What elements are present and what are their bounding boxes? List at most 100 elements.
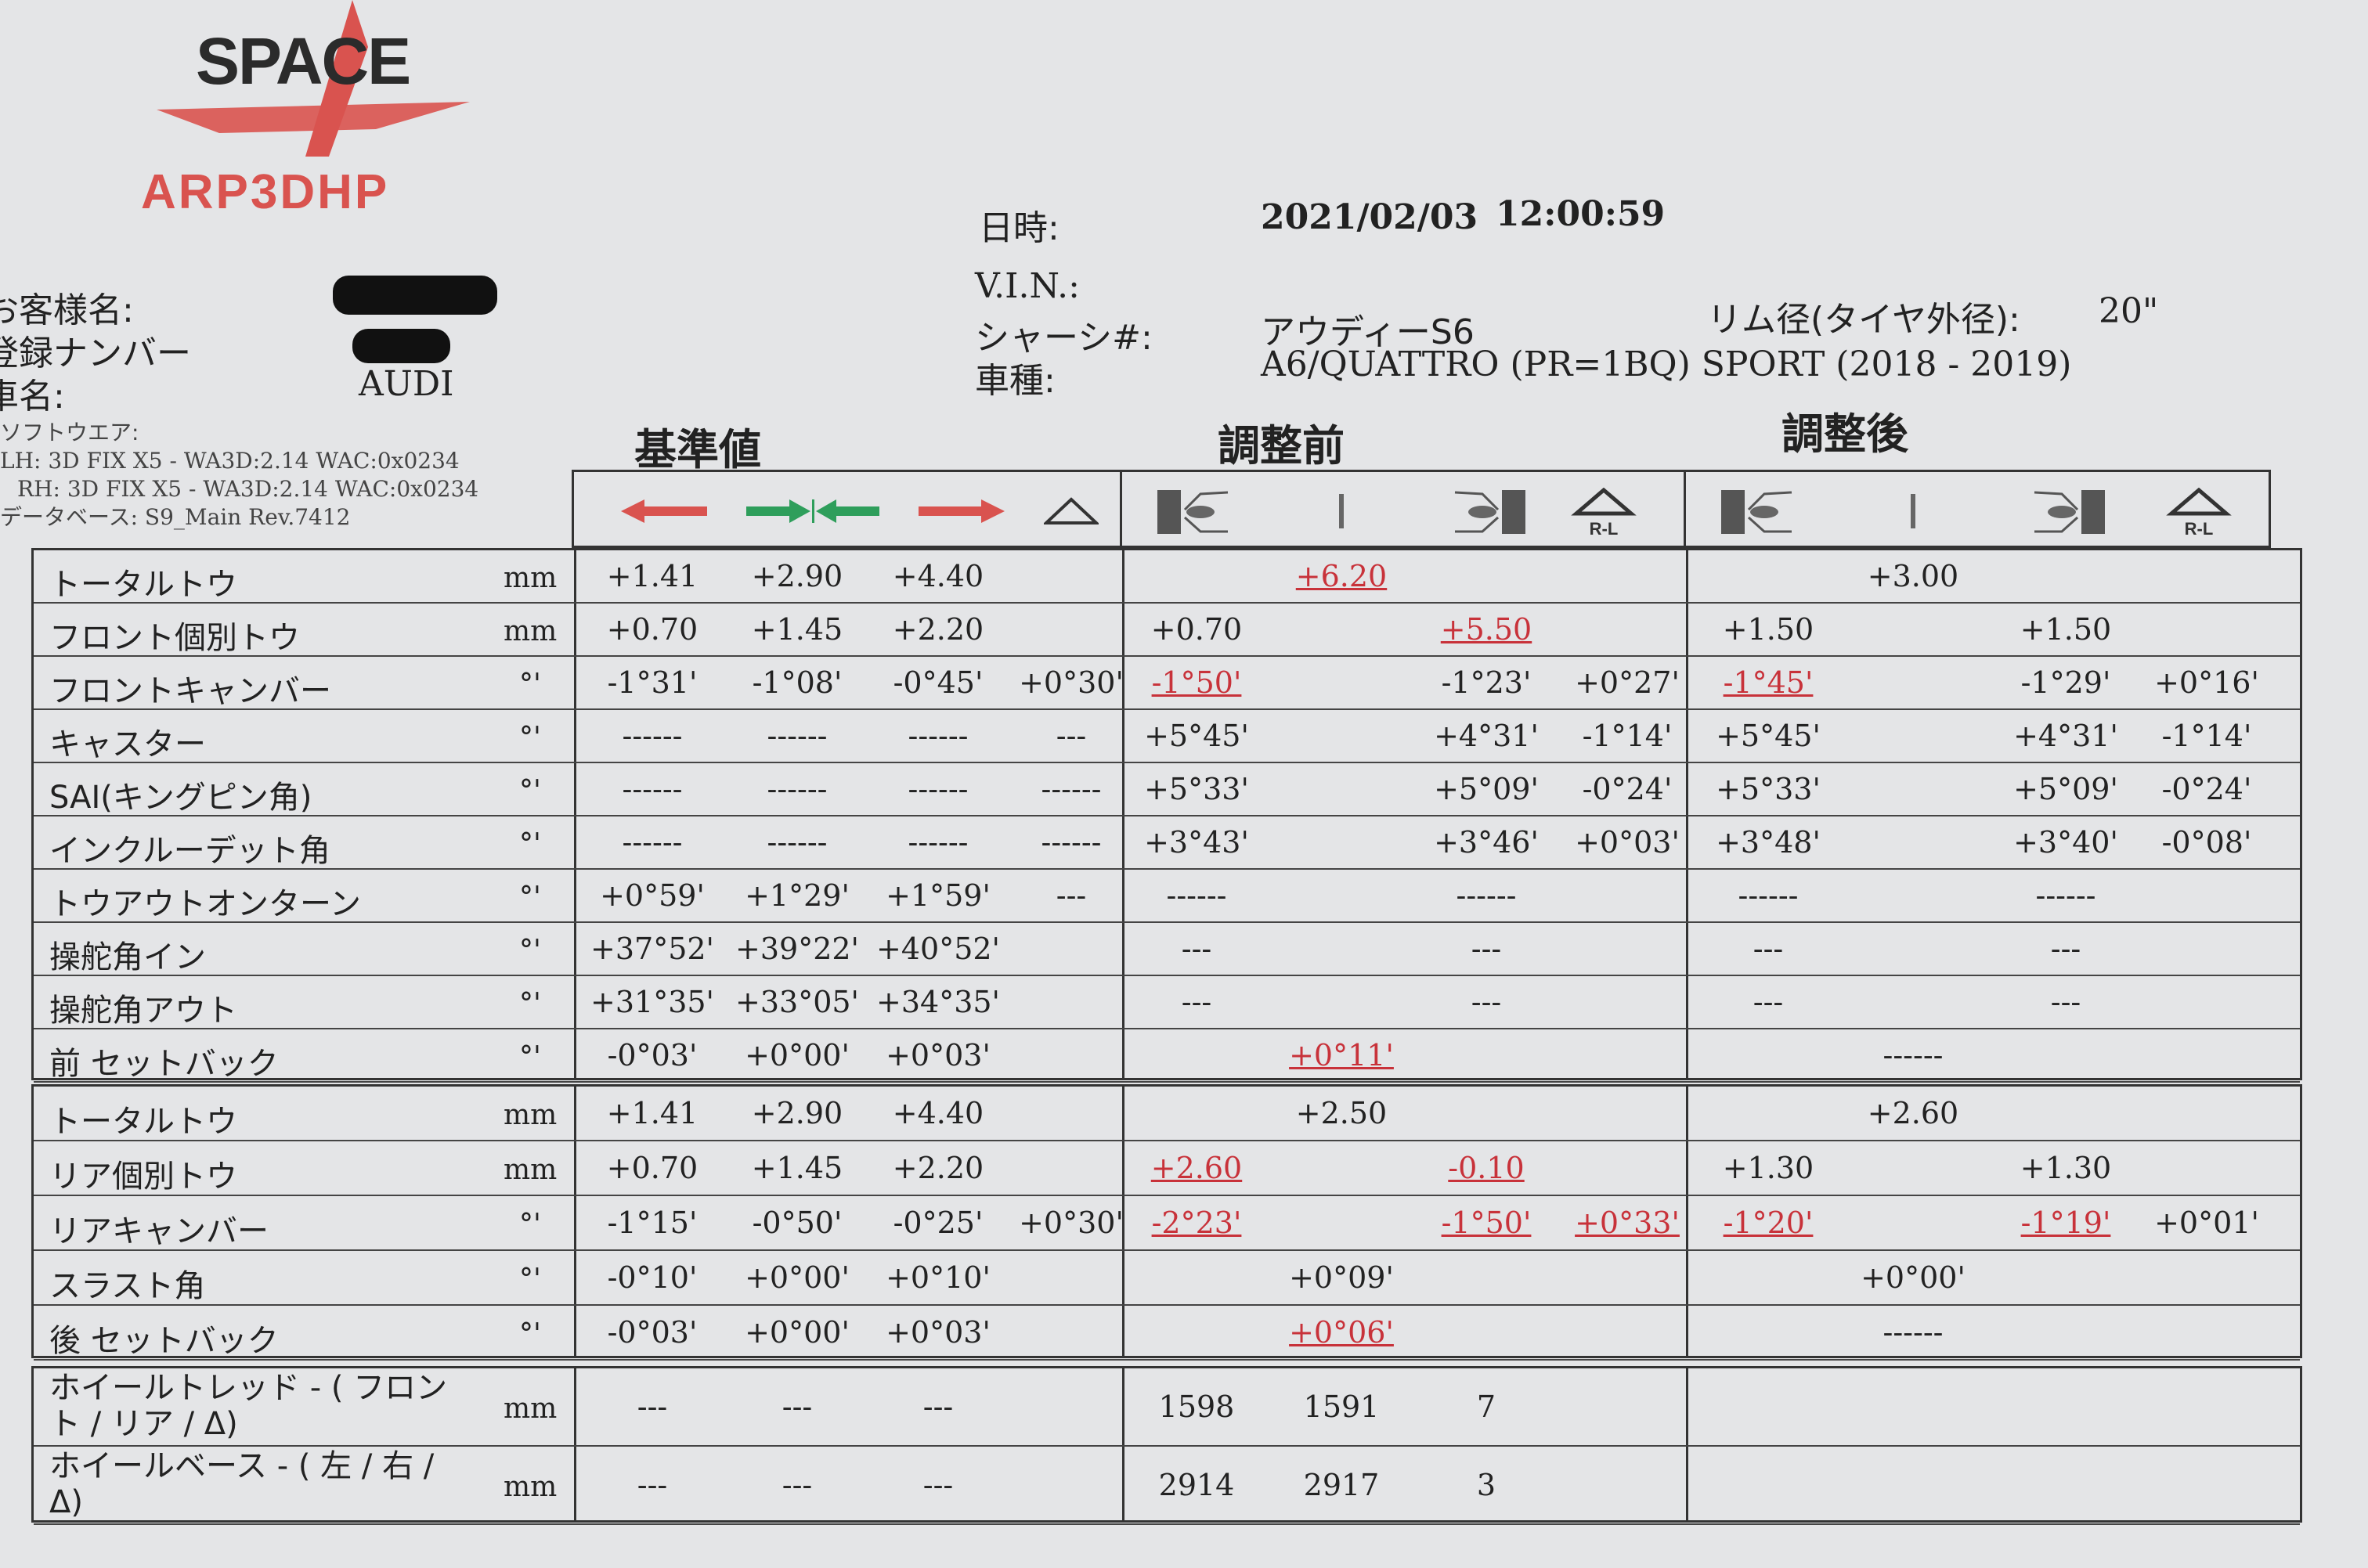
reference-value: -0°03' [607,1315,698,1350]
reference-value: ------ [622,772,683,806]
row-unit: mm [504,1099,558,1131]
before-value: +5°45' [1144,719,1249,753]
before-value: +4°31' [1434,719,1539,753]
before-value: +3°46' [1434,825,1539,860]
before-value: +0°27' [1575,665,1680,700]
reference-value: +0°10' [886,1260,991,1295]
reference-value: +39°22' [735,932,859,966]
after-value: +0°00' [1861,1260,1966,1295]
row-unit: °' [519,988,541,1020]
before-value: +5°33' [1144,772,1249,806]
arrow-left-red-icon [621,499,707,523]
software-label: ソフトウエア: [0,420,139,445]
row-label: リアキャンバー [49,1213,269,1249]
column-divider [1122,550,1124,1078]
after-value: +4°31' [2013,719,2118,753]
reference-value: +1.45 [751,612,843,647]
after-value: -0°08' [2161,825,2252,860]
reference-value: +2.20 [892,612,984,647]
row-label: インクルーデット角 [49,833,330,869]
reference-value: +4.40 [892,1096,984,1130]
reference-value: +1°29' [745,878,850,913]
before-value: +0°03' [1575,825,1680,860]
before-value: 3 [1476,1468,1496,1502]
column-divider [1686,1368,1688,1520]
icon-header-row: R-L R-L [572,470,2271,548]
row-unit: °' [519,881,541,914]
reference-value: +4.40 [892,559,984,593]
row-label: 操舵角イン [49,939,206,975]
row-unit: °' [519,1318,541,1350]
reference-value: +0°00' [745,1315,850,1350]
front-axle-table: トータルトウ mm +1.41 +2.90 +4.40 +6.20 +3.00 フロント個別ト… [31,548,2302,1083]
reference-value: ------ [1041,825,1102,860]
reference-value: --- [782,1390,813,1424]
column-divider [574,550,576,1078]
left-wheel-icon [1157,490,1229,534]
delta-rl-icon: R-L [2166,488,2232,539]
logo-brand: SPACE [196,24,411,98]
before-value: +0°09' [1289,1260,1394,1295]
after-value: ------ [1738,878,1799,913]
reference-value: ------ [767,825,828,860]
reference-value: +1°59' [886,878,991,913]
redacted-plate-number [352,329,450,363]
table-row: フロントキャンバー °' -1°31' -1°08' -0°45' +0°30' -1°50… [34,657,2300,710]
reference-value: -0°03' [607,1038,698,1072]
row-unit: °' [519,1209,541,1241]
before-value-out-of-range: -1°50' [1441,1206,1532,1240]
table-row: ホイールベース - ( 左 / 右 / Δ) mm --- --- --- 2914 291… [34,1447,2300,1525]
reference-value: +1.41 [606,1096,698,1130]
reference-value: ------ [767,772,828,806]
reference-value: ------ [908,772,969,806]
table-row: キャスター °' ------ ------ ------ --- +5°45' +4°31'… [34,710,2300,763]
table-row: 操舵角イン °' +37°52' +39°22' +40°52' --- --- --- --- [34,923,2300,976]
row-unit: mm [504,1393,558,1425]
before-value: +3°43' [1144,825,1249,860]
after-value: +5°09' [2013,772,2118,806]
after-value: +3°48' [1716,825,1821,860]
column-divider [1122,1087,1124,1356]
column-divider [574,1368,576,1520]
section-reference: 基準値 [634,425,761,474]
reference-value: +0.70 [606,1151,698,1185]
reference-value: +0°03' [886,1038,991,1072]
table-row: トウアウトオンターン °' +0°59' +1°29' +1°59' --- ------ -… [34,870,2300,923]
column-divider [1686,1087,1688,1356]
plate-label: 登録ナンバー [0,333,191,373]
row-unit: mm [504,1154,558,1186]
after-value: -1°29' [2020,665,2111,700]
after-value-out-of-range: -1°45' [1723,665,1814,700]
datetime-label: 日時: [979,208,1059,248]
after-value: +1.50 [1722,612,1814,647]
center-line-icon [1911,494,1915,528]
reference-value: +0°30' [1019,665,1124,700]
time-value: 12:00:59 [1496,194,1666,234]
before-value: --- [1181,985,1212,1019]
reference-value: +2.90 [751,559,843,593]
reference-value: --- [1056,719,1087,753]
before-value-out-of-range: -0.10 [1448,1151,1525,1185]
reference-value: +1.45 [751,1151,843,1185]
delta-rl-icon: R-L [1571,488,1637,539]
vin-label: V.I.N.: [975,266,1080,306]
before-value: 7 [1476,1390,1496,1424]
after-value: +5°45' [1716,719,1821,753]
before-value: +0.70 [1150,612,1243,647]
reference-value: +0.70 [606,612,698,647]
before-value: ------ [1166,878,1227,913]
svg-text:R-L: R-L [1590,519,1619,539]
section-before: 調整前 [1218,421,1345,470]
row-label: キャスター [49,726,206,762]
section-after: 調整後 [1781,409,1908,459]
svg-text:R-L: R-L [2185,519,2214,539]
center-line-icon [1339,494,1344,528]
after-value: +5°33' [1716,772,1821,806]
reference-value: --- [1056,878,1087,913]
before-value: +2.50 [1295,1096,1388,1130]
column-divider [1686,550,1688,1078]
reference-value: +2.20 [892,1151,984,1185]
right-wheel-icon [1454,490,1525,534]
space-logo-graphic [157,0,470,157]
table-row: 後 セットバック °' -0°03' +0°00' +0°03' +0°06' ------ [34,1306,2300,1361]
